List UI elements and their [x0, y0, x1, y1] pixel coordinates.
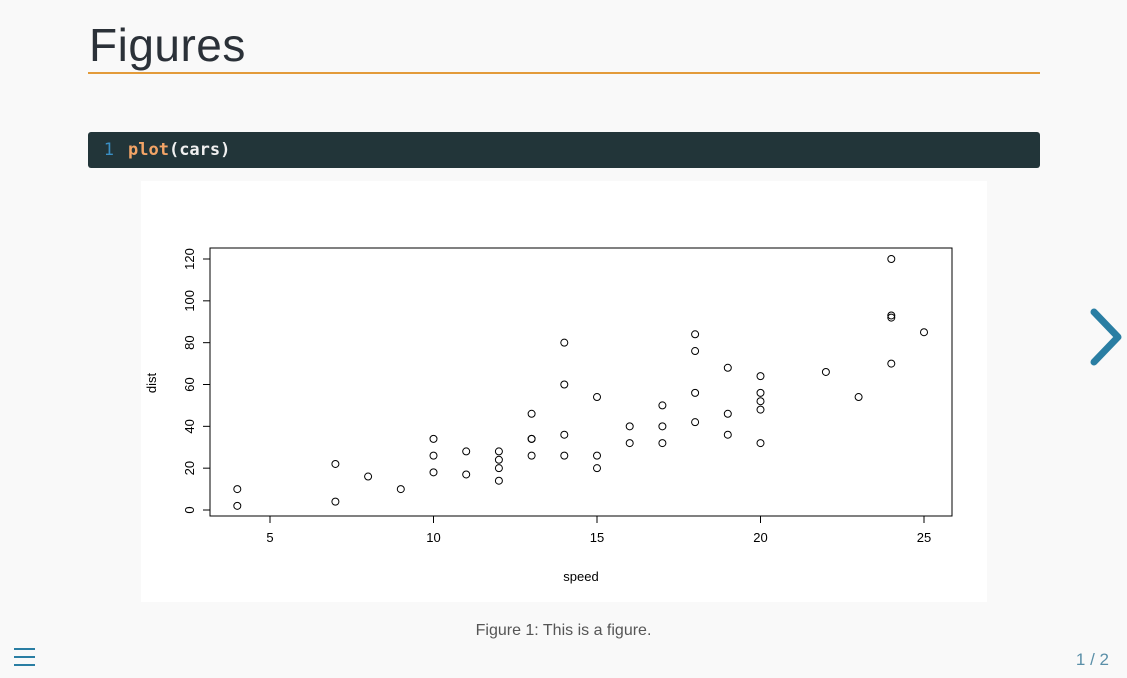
- y-axis: 0 20 40 60 80 100 120: [182, 248, 211, 514]
- y-tick-label: 40: [182, 419, 197, 433]
- data-point: [494, 447, 503, 456]
- data-point: [462, 470, 471, 479]
- data-point: [429, 451, 438, 460]
- data-point: [691, 418, 700, 427]
- x-axis-label: speed: [563, 569, 598, 584]
- y-tick-label: 80: [182, 335, 197, 349]
- y-tick-label: 120: [182, 248, 197, 270]
- x-axis: 5 10 15 20 25: [266, 515, 931, 545]
- data-point: [593, 393, 601, 402]
- hamburger-menu-icon[interactable]: [13, 646, 37, 668]
- x-tick-label: 20: [753, 530, 767, 545]
- code-function: plot: [128, 140, 169, 160]
- y-tick-label: 20: [182, 461, 197, 475]
- data-point: [625, 439, 634, 448]
- data-point: [723, 409, 732, 418]
- data-point: [691, 388, 700, 397]
- data-point: [756, 439, 765, 448]
- data-point: [887, 359, 896, 368]
- y-tick-label: 60: [182, 377, 197, 391]
- data-point: [658, 401, 667, 410]
- data-point: [560, 451, 569, 460]
- data-point: [887, 313, 896, 322]
- data-point: [723, 430, 732, 439]
- data-point: [691, 347, 700, 356]
- code-args: (cars): [168, 140, 231, 160]
- data-point: [233, 501, 242, 510]
- code-line-number: 1: [103, 140, 114, 160]
- data-point: [691, 330, 700, 339]
- data-point: [920, 328, 928, 337]
- data-point: [494, 476, 503, 485]
- data-point: [887, 255, 896, 263]
- data-point: [821, 367, 830, 376]
- data-point: [593, 464, 601, 473]
- code-block: 1 plot (cars): [88, 132, 1040, 168]
- data-point: [364, 472, 373, 481]
- title-underline: [88, 72, 1040, 74]
- y-axis-label: dist: [144, 372, 159, 393]
- data-point: [527, 434, 536, 443]
- figure-plot: 5 10 15 20 25 0 20 40 60 80 100 120 speed dist: [141, 181, 987, 602]
- data-point: [429, 434, 438, 443]
- data-points: [233, 255, 928, 510]
- data-point: [625, 422, 634, 431]
- data-point: [331, 459, 340, 468]
- data-point: [756, 405, 765, 414]
- data-point: [494, 455, 503, 464]
- data-point: [560, 338, 569, 347]
- data-point: [494, 464, 503, 473]
- plot-frame: [209, 247, 953, 517]
- data-point: [233, 485, 242, 494]
- data-point: [723, 363, 732, 372]
- data-point: [854, 393, 863, 402]
- x-tick-label: 25: [917, 530, 931, 545]
- slide-title: Figures: [89, 19, 246, 71]
- data-point: [658, 439, 667, 448]
- data-point: [756, 388, 765, 397]
- y-tick-label: 100: [182, 290, 197, 312]
- data-point: [396, 485, 405, 494]
- data-point: [429, 468, 438, 477]
- figure-caption: Figure 1: This is a figure.: [475, 622, 652, 639]
- x-tick-label: 5: [266, 530, 273, 545]
- page-indicator: 1 / 2: [1075, 650, 1109, 669]
- data-point: [560, 430, 569, 439]
- data-point: [658, 422, 667, 431]
- data-point: [593, 451, 601, 460]
- data-point: [527, 451, 536, 460]
- data-point: [527, 409, 536, 418]
- data-point: [756, 397, 765, 406]
- y-tick-label: 0: [182, 506, 197, 513]
- data-point: [462, 447, 471, 456]
- data-point: [756, 372, 765, 381]
- data-point: [887, 311, 896, 320]
- scatter-plot: 5 10 15 20 25 0 20 40 60 80 100 120 speed dist: [144, 247, 953, 584]
- chevron-right-icon[interactable]: [1088, 308, 1124, 366]
- x-tick-label: 10: [426, 530, 440, 545]
- data-point: [560, 380, 569, 389]
- x-tick-label: 15: [590, 530, 604, 545]
- data-point: [331, 497, 340, 506]
